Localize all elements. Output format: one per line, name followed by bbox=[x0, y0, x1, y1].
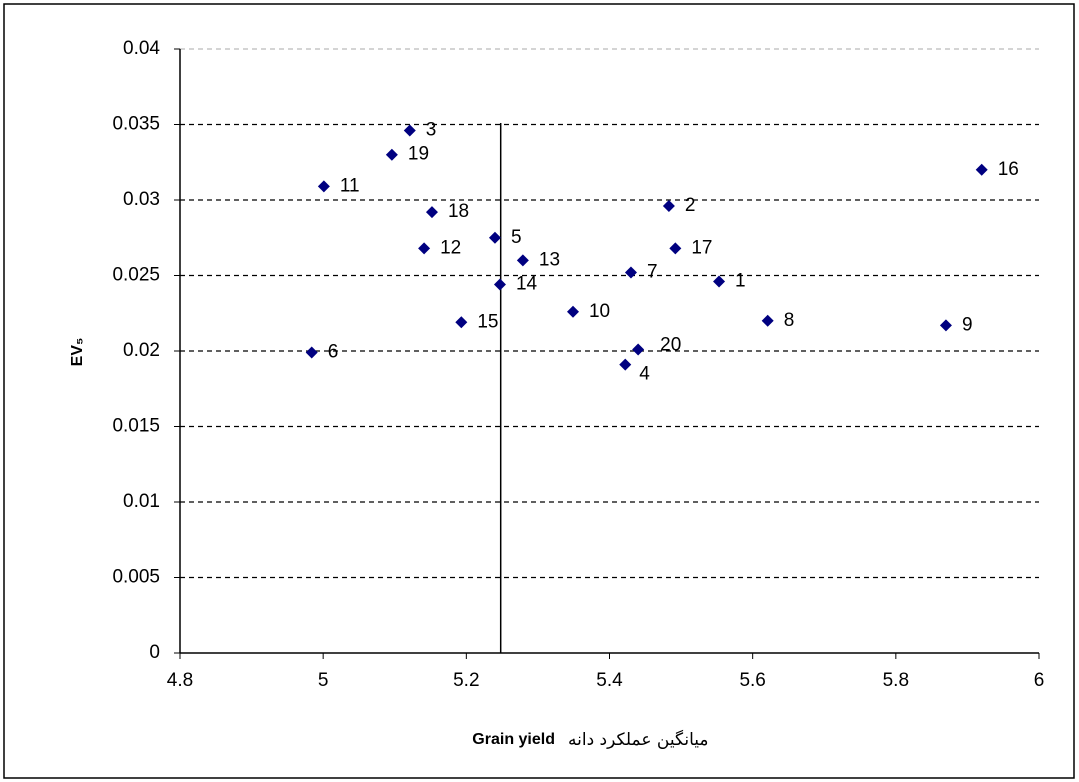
point-label: 4 bbox=[639, 364, 650, 385]
y-tick-label: 0.02 bbox=[123, 340, 160, 361]
x-axis-label-fa: میانگین عملکرد دانه bbox=[568, 729, 709, 750]
point bbox=[425, 206, 438, 219]
point-label: 20 bbox=[660, 335, 681, 356]
point-label: 19 bbox=[408, 144, 429, 165]
y-axis-label: EV₅ bbox=[69, 338, 86, 367]
y-tick-label: 0.025 bbox=[112, 265, 160, 286]
x-tick-label: 5.4 bbox=[596, 670, 623, 691]
point bbox=[317, 180, 330, 193]
point-label: 17 bbox=[691, 237, 712, 258]
point bbox=[385, 148, 398, 161]
point bbox=[939, 319, 952, 332]
point-label: 2 bbox=[685, 195, 696, 216]
point-label: 14 bbox=[516, 274, 538, 295]
point-label: 9 bbox=[962, 314, 973, 335]
point bbox=[624, 266, 637, 279]
point bbox=[488, 231, 501, 244]
point bbox=[516, 254, 529, 267]
point bbox=[493, 278, 506, 291]
point bbox=[632, 343, 645, 356]
point-label: 15 bbox=[477, 311, 498, 332]
x-tick-label: 5.6 bbox=[739, 670, 765, 691]
point-label: 13 bbox=[539, 249, 560, 270]
point bbox=[305, 346, 318, 359]
y-tick-label: 0.015 bbox=[112, 416, 160, 437]
point-label: 6 bbox=[328, 342, 339, 363]
point bbox=[761, 314, 774, 327]
y-tick-label: 0.005 bbox=[112, 567, 160, 588]
x-tick-label: 6 bbox=[1034, 670, 1045, 691]
x-axis-label: Grain yield bbox=[472, 731, 555, 748]
point bbox=[975, 163, 988, 176]
y-tick-label: 0.03 bbox=[123, 189, 160, 210]
point-label: 16 bbox=[998, 159, 1019, 180]
point bbox=[455, 316, 468, 329]
frame bbox=[3, 3, 1075, 779]
x-tick-label: 5.8 bbox=[883, 670, 909, 691]
point-label: 7 bbox=[647, 261, 658, 282]
point-label: 10 bbox=[589, 301, 610, 322]
point-label: 12 bbox=[440, 237, 461, 258]
point bbox=[566, 305, 579, 318]
x-tick-label: 5 bbox=[318, 670, 329, 691]
point bbox=[418, 242, 431, 255]
point-label: 11 bbox=[340, 175, 360, 196]
y-tick-label: 0.04 bbox=[123, 38, 160, 59]
point bbox=[662, 200, 675, 213]
point-label: 3 bbox=[426, 120, 437, 141]
x-tick-label: 4.8 bbox=[167, 670, 193, 691]
point bbox=[619, 358, 632, 371]
x-tick-label: 5.2 bbox=[453, 670, 479, 691]
point-label: 8 bbox=[784, 310, 795, 331]
point bbox=[403, 124, 416, 137]
y-tick-label: 0.01 bbox=[123, 491, 160, 512]
point-label: 18 bbox=[448, 201, 469, 222]
point bbox=[669, 242, 682, 255]
point-label: 1 bbox=[735, 271, 746, 292]
point-label: 5 bbox=[511, 227, 522, 248]
y-tick-label: 0.035 bbox=[112, 114, 160, 135]
point bbox=[713, 275, 726, 288]
y-tick-label: 0 bbox=[149, 642, 160, 663]
